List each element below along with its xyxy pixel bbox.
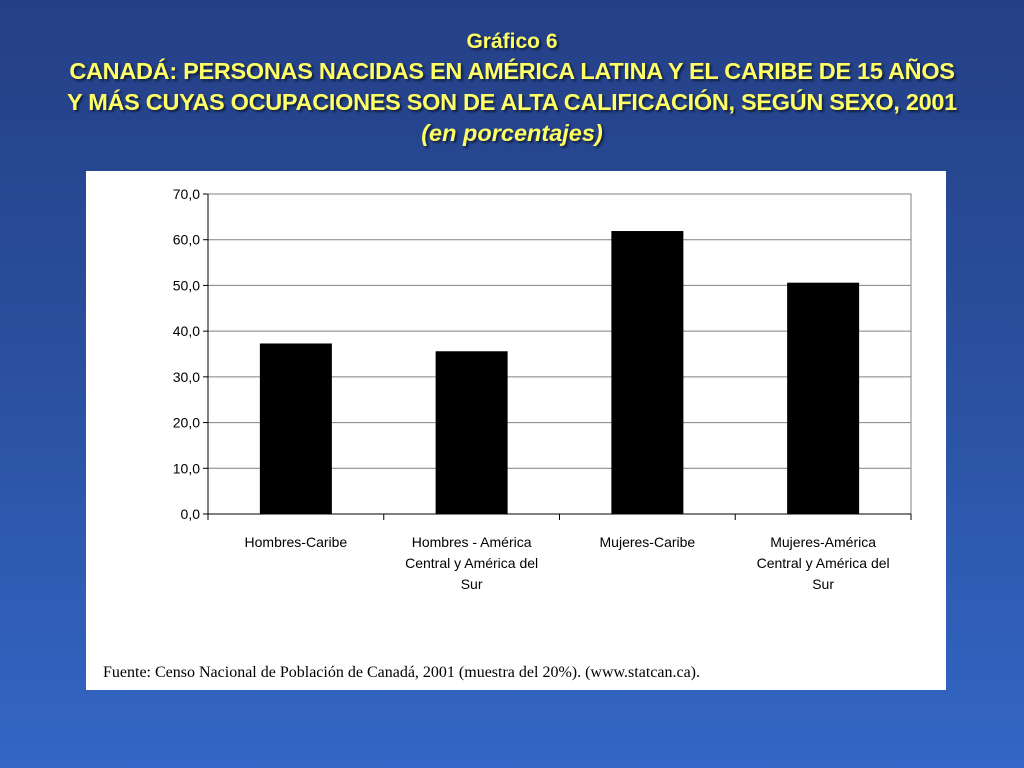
bar — [611, 231, 684, 514]
y-tick-label: 0,0 — [181, 506, 201, 522]
y-tick-label: 20,0 — [173, 415, 200, 431]
category-label: Hombres - América — [412, 534, 532, 550]
category-label: Sur — [461, 576, 483, 592]
category-label: Mujeres-América — [770, 534, 876, 550]
chart-number: Gráfico 6 — [466, 30, 558, 53]
chart-subtitle: (en porcentajes) — [421, 120, 603, 146]
category-label: Mujeres-Caribe — [600, 534, 696, 550]
y-tick-label: 30,0 — [173, 369, 200, 385]
chart-panel: 0,0 10,0 20,0 30,0 40,0 50,0 60,0 70,0 Hombres-C… — [86, 171, 946, 690]
y-tick-label: 60,0 — [173, 232, 200, 248]
chart-title-block: Gráfico 6 CANADÁ: PERSONAS NACIDAS EN AM… — [0, 28, 1024, 148]
category-label: Central y América del — [757, 555, 890, 571]
bar-chart: 0,0 10,0 20,0 30,0 40,0 50,0 60,0 70,0 Hombres-C… — [173, 186, 912, 592]
y-tick-label: 70,0 — [173, 186, 200, 202]
y-tick-label: 50,0 — [173, 277, 200, 293]
bar — [787, 282, 860, 514]
category-label: Sur — [812, 576, 834, 592]
y-tick-label: 40,0 — [173, 323, 200, 339]
y-tick-label: 10,0 — [173, 460, 200, 476]
source-note: Fuente: Censo Nacional de Población de C… — [103, 664, 700, 681]
category-label: Central y América del — [405, 555, 538, 571]
bar — [259, 343, 332, 514]
chart-title-line-1: CANADÁ: PERSONAS NACIDAS EN AMÉRICA LATI… — [69, 58, 955, 84]
category-label: Hombres-Caribe — [245, 534, 348, 550]
chart-title-line-2: Y MÁS CUYAS OCUPACIONES SON DE ALTA CALI… — [67, 89, 957, 115]
bar — [435, 351, 508, 514]
